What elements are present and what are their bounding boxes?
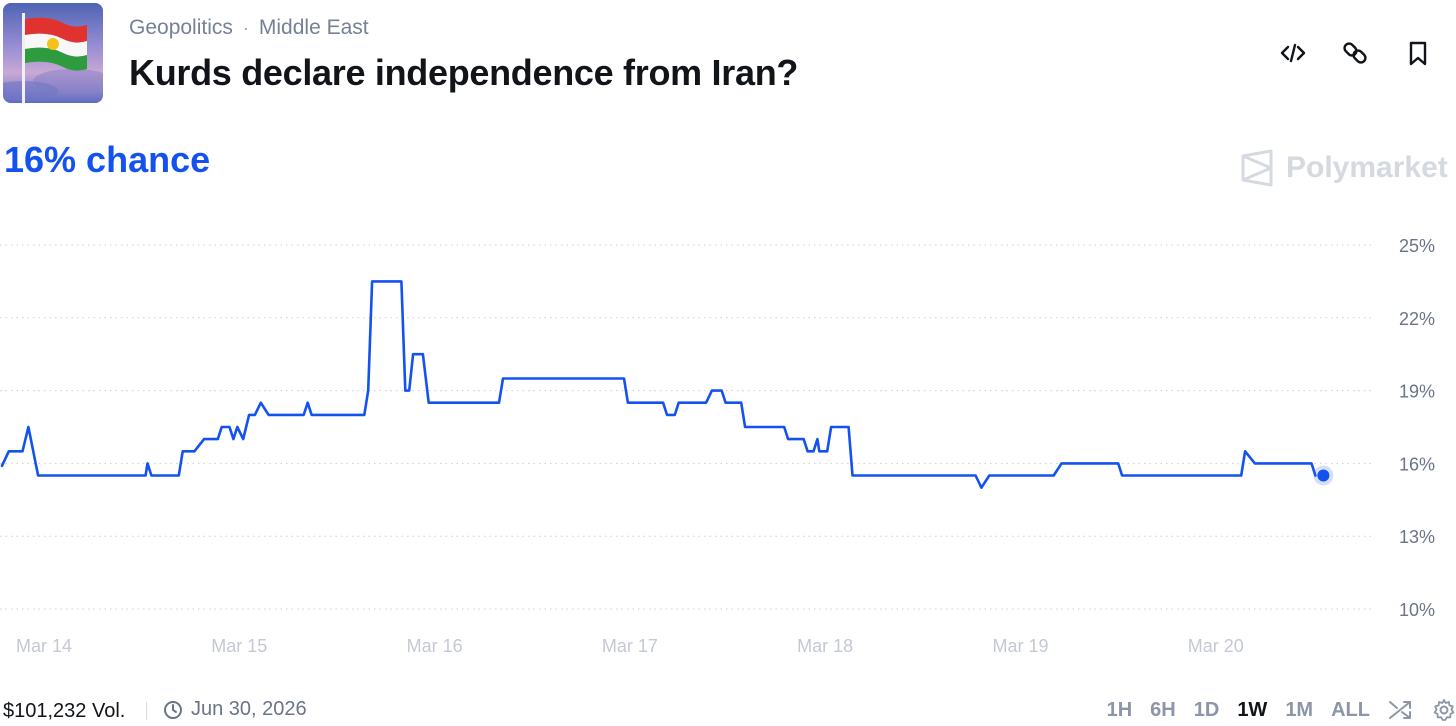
chart-settings-button[interactable] (1432, 698, 1456, 722)
polymarket-wordmark: Polymarket (1286, 151, 1448, 184)
end-date: Jun 30, 2026 (163, 698, 307, 721)
copy-link-button[interactable] (1338, 36, 1372, 70)
x-tick-label: Mar 14 (16, 636, 72, 656)
market-header: Geopolitics · Middle East Kurds declare … (0, 0, 1456, 110)
range-1m[interactable]: 1M (1285, 698, 1314, 721)
time-range-selector: 1H 6H 1D 1W 1M ALL (1107, 698, 1456, 722)
breadcrumb: Geopolitics · Middle East (129, 16, 369, 40)
range-6h[interactable]: 6H (1150, 698, 1176, 721)
x-axis-ticks: Mar 14 Mar 15 Mar 16 Mar 17 Mar 18 Mar 19 Mar … (16, 636, 1244, 656)
series-line (0, 280, 1317, 489)
polymarket-logo: Polymarket (1240, 148, 1448, 188)
range-1h[interactable]: 1H (1106, 698, 1133, 721)
x-tick-label: Mar 15 (211, 636, 267, 656)
shuffle-icon (1389, 701, 1411, 719)
polymarket-logo-icon (1241, 149, 1273, 187)
bookmark-button[interactable] (1401, 36, 1435, 70)
end-date-text: Jun 30, 2026 (191, 698, 307, 720)
bookmark-icon (1409, 41, 1427, 66)
y-axis-ticks: 25% 22% 19% 16% 13% 10% (1399, 236, 1435, 620)
y-tick-label: 25% (1399, 236, 1435, 256)
y-tick-label: 10% (1399, 600, 1435, 620)
last-point-marker (1317, 469, 1330, 482)
y-tick-label: 13% (1399, 527, 1435, 547)
x-tick-label: Mar 18 (797, 636, 853, 656)
x-tick-label: Mar 17 (602, 636, 658, 656)
chart-grid (0, 244, 1372, 610)
embed-button[interactable] (1276, 36, 1310, 70)
kurdistan-flag-image (3, 3, 103, 103)
volume-label: $101,232 Vol. (3, 700, 126, 722)
breadcrumb-category[interactable]: Geopolitics (129, 16, 233, 39)
breadcrumb-subcategory[interactable]: Middle East (258, 16, 369, 39)
range-1d[interactable]: 1D (1193, 698, 1220, 721)
y-tick-label: 22% (1399, 309, 1435, 329)
shuffle-button[interactable] (1388, 698, 1414, 722)
probability-chart[interactable]: 25%22%19%16%13%10% Mar 14 Mar 15 Mar 16 Mar… (0, 220, 1456, 670)
market-thumbnail[interactable] (3, 3, 103, 103)
y-tick-label: 19% (1399, 382, 1435, 402)
gear-icon (1433, 699, 1455, 721)
range-all[interactable]: ALL (1331, 698, 1370, 721)
x-tick-label: Mar 20 (1188, 636, 1244, 656)
breadcrumb-separator: · (242, 17, 249, 38)
chance-percentage: 16% chance (4, 139, 211, 180)
y-tick-label: 16% (1399, 454, 1435, 474)
x-tick-label: Mar 19 (992, 636, 1048, 656)
market-title: Kurds declare independence from Iran? (129, 52, 799, 93)
footer-divider (146, 702, 147, 720)
chart-footer: $101,232 Vol. Jun 30, 2026 1H 6H 1D 1W 1M ALL (0, 694, 1456, 726)
link-icon (1343, 42, 1367, 64)
range-1w[interactable]: 1W (1237, 698, 1268, 721)
embed-code-icon (1280, 43, 1306, 63)
x-tick-label: Mar 16 (407, 636, 463, 656)
clock-icon (164, 700, 182, 719)
